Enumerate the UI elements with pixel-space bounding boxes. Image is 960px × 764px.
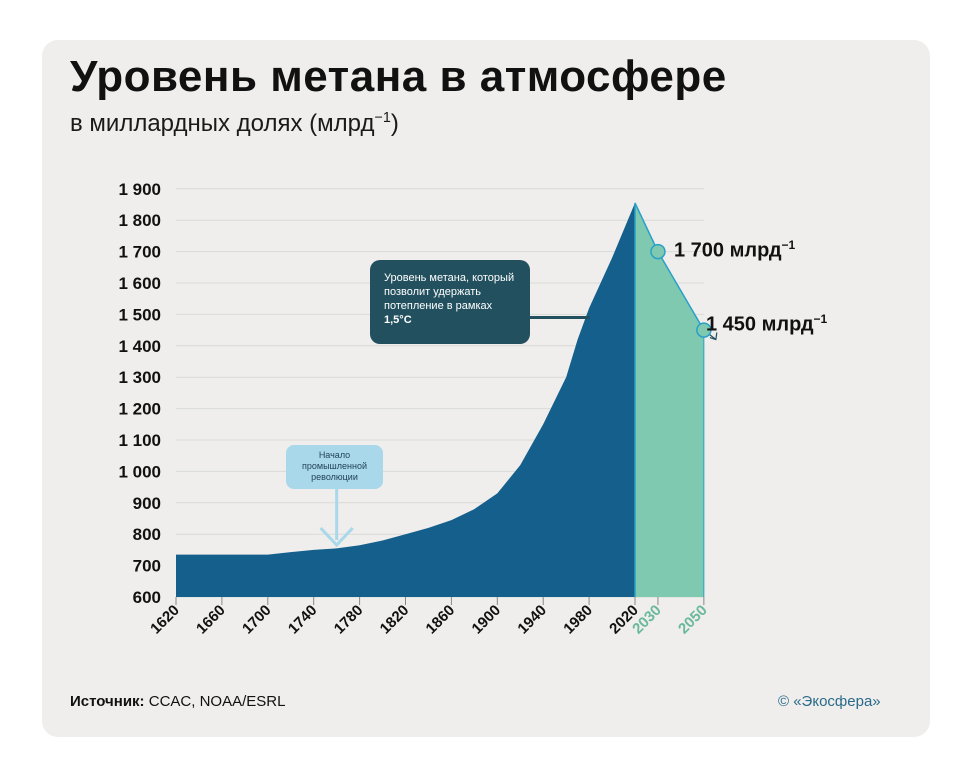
x-tick-label: 1900 [469,602,505,638]
x-tick-label: 1940 [514,602,550,638]
y-tick-label: 1 500 [118,305,161,324]
industrial-revolution-callout: Начало промышленной революции [286,445,383,489]
x-tick-label: 1820 [377,602,413,638]
source-label: Источник: [70,693,145,710]
target-callout-bold: 1,5°С [384,314,412,326]
y-tick-label: 1 600 [118,274,161,293]
y-tick-labels: 600 700 800 900 1 000 1 100 1 200 1 300 1 400 1 5… [118,180,161,607]
page-title: Уровень метана в атмосфере [70,52,727,101]
trend-arrow-head [709,332,718,341]
source-value: CCAC, NOAA/ESRL [144,693,286,710]
y-tick-label: 1 900 [118,180,161,199]
y-tick-label: 600 [133,588,161,607]
annotation-1700-text: 1 700 млрд [674,239,782,262]
y-tick-label: 1 200 [118,400,161,419]
source-note: Источник: CCAC, NOAA/ESRL [70,693,285,710]
historical-area [176,202,635,597]
annotation-1450-sup: −1 [813,312,828,326]
annotation-1700-sup: −1 [781,238,796,252]
x-tick-label: 1620 [147,602,183,638]
annotation-1450-text: 1 450 млрд [706,313,814,336]
y-tick-label: 800 [133,525,161,544]
y-tick-label: 900 [133,494,161,513]
x-tick-label: 1700 [239,602,275,638]
revolution-arrow-head [319,526,354,548]
x-tick-label: 1780 [331,602,367,638]
x-tick-label: 1860 [423,602,459,638]
subtitle-end: ) [390,110,399,137]
x-tick-label: 1660 [193,602,229,638]
x-tick-labels: 1620 1660 1700 1740 1780 1820 1860 1900 1940 1980… [147,597,711,638]
projection-point [696,322,712,338]
subtitle-text: в миллардных долях (млрд [70,110,375,137]
y-tick-label: 1 100 [118,431,161,450]
y-tick-label: 1 700 [118,243,161,262]
y-tick-label: 1 800 [118,211,161,230]
projection-point [650,243,666,260]
subtitle-sup: −1 [374,110,391,126]
target-callout: Уровень метана, который позволит удержат… [370,260,530,344]
chart-marks [650,243,712,338]
infographic-card [42,40,930,737]
y-tick-label: 1 400 [118,337,161,356]
x-tick-label: 1740 [285,602,321,638]
annotation-1450: 1 450 млрд−1 [706,312,827,337]
copyright: © «Экосфера» [778,693,881,710]
annotation-1700: 1 700 млрд−1 [674,238,795,263]
x-tick-label: 1980 [560,602,596,638]
y-tick-label: 1 300 [118,368,161,387]
y-tick-label: 700 [133,557,161,576]
target-callout-text: Уровень метана, который позволит удержат… [384,272,515,312]
y-tick-label: 1 000 [118,462,161,481]
subtitle: в миллардных долях (млрд−1) [70,110,399,138]
x-tick-label: 2050 [675,602,711,638]
